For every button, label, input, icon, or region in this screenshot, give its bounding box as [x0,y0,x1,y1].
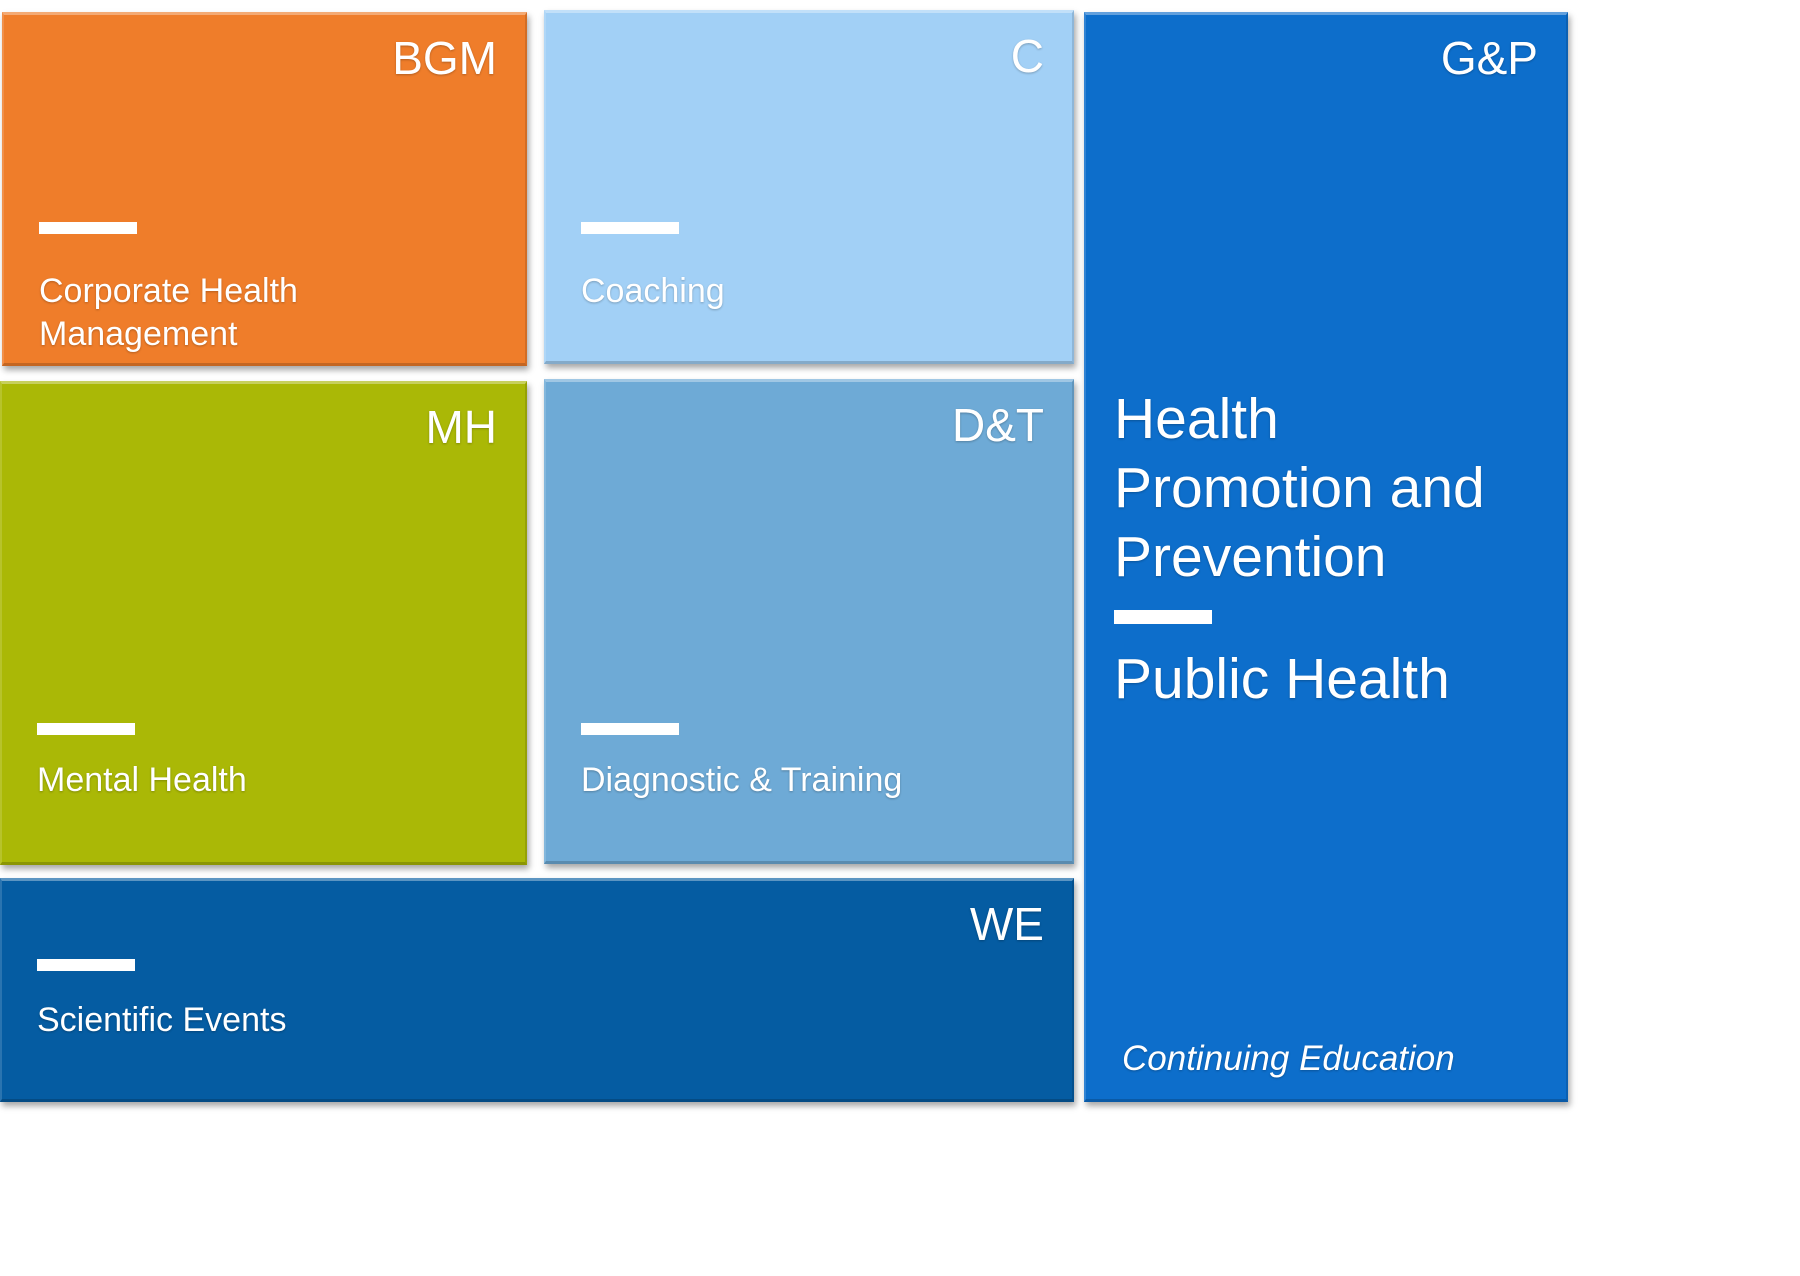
tile-bgm-label-line2: Management [39,315,238,353]
tile-bgm: BGM Corporate Health Management [2,12,527,366]
tile-we-label: Scientific Events [37,1001,287,1039]
tile-c-divider [581,222,679,234]
tile-gp-title-line1: Health [1114,387,1279,451]
tile-c-label: Coaching [581,272,725,310]
tile-gp-footer: Continuing Education [1122,1039,1455,1078]
tile-gp: G&P Health Promotion and Prevention Publ… [1084,12,1568,1102]
tile-c: C Coaching [544,10,1074,364]
tile-c-abbreviation: C [1010,30,1044,82]
tile-we: WE Scientific Events [0,878,1074,1102]
tile-bgm-label-line1: Corporate Health [39,272,298,310]
tile-we-divider [37,959,135,971]
tile-mh-abbreviation: MH [425,401,497,453]
tile-gp-subtitle: Public Health [1114,647,1450,711]
tile-mh-divider [37,723,135,735]
tile-dt-divider [581,723,679,735]
tile-bgm-label: Corporate Health Management [39,270,298,356]
tile-mh: MH Mental Health [0,381,527,865]
tile-dt: D&T Diagnostic & Training [544,379,1074,864]
tile-bgm-abbreviation: BGM [392,32,497,84]
tile-gp-title-line2: Promotion and [1114,456,1485,520]
tile-dt-label: Diagnostic & Training [581,761,903,799]
tile-gp-title-line3: Prevention [1114,525,1387,589]
tile-gp-abbreviation: G&P [1440,32,1538,84]
tile-gp-divider [1114,610,1212,624]
tile-dt-abbreviation: D&T [952,399,1044,451]
diagram-canvas: BGM Corporate Health Management C Coachi… [0,10,1568,1102]
tile-we-abbreviation: WE [969,898,1044,950]
tile-gp-title: Health Promotion and Prevention [1114,385,1485,592]
tile-mh-label: Mental Health [37,761,247,799]
tile-bgm-divider [39,222,137,234]
